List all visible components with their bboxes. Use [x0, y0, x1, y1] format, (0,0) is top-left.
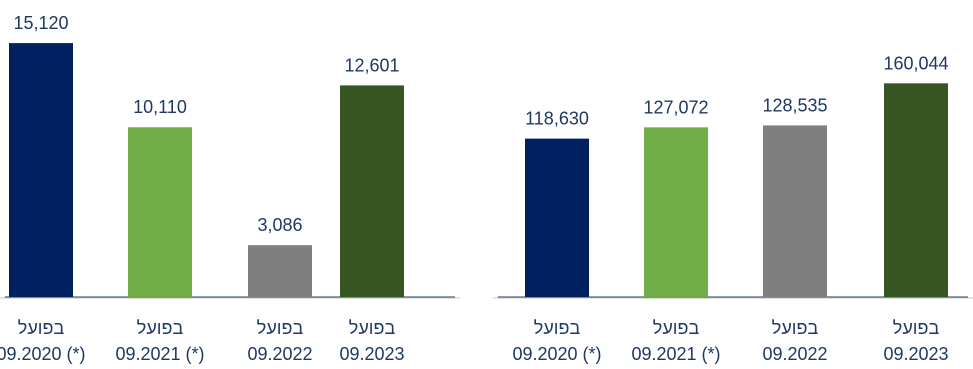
bar-1-1	[9, 43, 73, 297]
category-label-line2: 09.2023	[339, 344, 404, 364]
category-label-line1: בפועל	[772, 318, 819, 338]
bar-2-2	[644, 127, 708, 297]
chart-2: 118,630 בפועל 09.2020 (*) 127,072 בפועל 09.20…	[493, 53, 973, 364]
category-label-line1: בפועל	[653, 318, 700, 338]
category-label-line1: בפועל	[257, 318, 304, 338]
category-label-line2: 09.2021 (*)	[631, 344, 720, 364]
category-label-line2: 09.2022	[762, 344, 827, 364]
bar-1-4	[340, 85, 404, 297]
category-label-line1: בפועל	[349, 318, 396, 338]
category-label-line1: בפועל	[18, 318, 65, 338]
data-label: 160,044	[883, 53, 948, 73]
category-label-line2: 09.2020 (*)	[512, 344, 601, 364]
bar-1-3	[248, 245, 312, 297]
bar-2-4	[884, 83, 948, 297]
data-label: 12,601	[344, 55, 399, 75]
category-label-line1: בפועל	[534, 318, 581, 338]
category-label-line2: 09.2022	[247, 344, 312, 364]
bar-1-2	[128, 127, 192, 297]
category-label-line1: בפועל	[137, 318, 184, 338]
bar-2-3	[763, 125, 827, 297]
category-label-line2: 09.2023	[883, 344, 948, 364]
chart-1: 15,120 בפועל 09.2020 (*) 10,110 בפועל 09.2021…	[0, 13, 460, 364]
bar-2-1	[525, 138, 589, 297]
data-label: 10,110	[133, 97, 187, 117]
data-label: 3,086	[257, 215, 302, 235]
data-label: 15,120	[13, 13, 68, 33]
data-label: 128,535	[762, 95, 827, 115]
data-label: 127,072	[643, 97, 708, 117]
data-label: 118,630	[525, 109, 589, 129]
category-label-line1: בפועל	[893, 318, 940, 338]
category-label-line2: 09.2020 (*)	[0, 344, 86, 364]
category-label-line2: 09.2021 (*)	[115, 344, 204, 364]
